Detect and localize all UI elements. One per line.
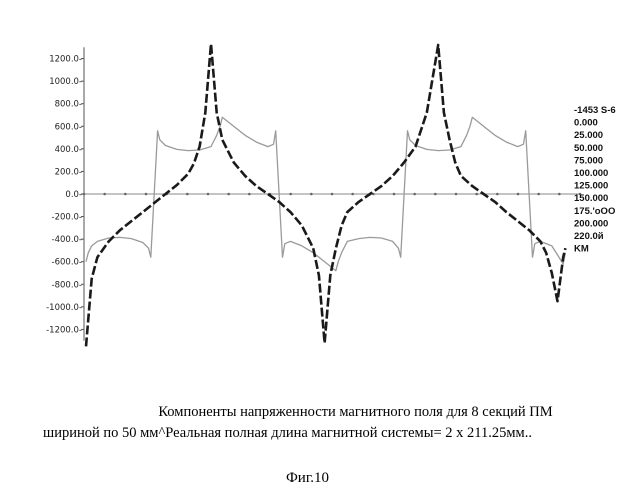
y-tick-label: -400.0- <box>52 235 82 245</box>
legend-item: 220.0й <box>574 231 604 242</box>
baseline-marker <box>145 193 148 196</box>
y-tick-label: 0.0- <box>65 190 82 200</box>
legend-item: 150.000 <box>574 193 608 204</box>
legend-item: 25.000 <box>574 130 603 141</box>
series-line-dashed <box>86 44 565 347</box>
baseline-marker <box>413 193 416 196</box>
y-tick-label: -1200.0- <box>46 325 82 335</box>
baseline-marker <box>248 193 251 196</box>
legend: -1453 S-6 0.00025.000 50.00075.000 100.000 1… <box>574 105 616 255</box>
baseline-marker <box>124 193 127 196</box>
baseline-marker <box>186 193 189 196</box>
y-tick-label: -600.0- <box>52 258 82 268</box>
legend-item: 125.000 <box>574 181 608 192</box>
baseline-marker <box>207 193 210 196</box>
baseline-marker <box>455 193 458 196</box>
y-axis: 1200.0- 1000.0- 800.0- 600.0- 400.0- 200.0- 0.… <box>46 47 84 340</box>
baseline-marker <box>434 193 437 196</box>
legend-item: 200.000 <box>574 218 608 229</box>
baseline-marker <box>496 193 499 196</box>
baseline-marker <box>351 193 354 196</box>
series-layer <box>86 44 565 347</box>
baseline-marker <box>310 193 313 196</box>
y-tick-label: 800.0- <box>55 100 82 110</box>
caption-line-2: шириной по 50 мм^Реальная полная длина м… <box>0 425 601 442</box>
baseline-marker <box>83 193 86 196</box>
figure-label: Фиг.10 <box>0 470 621 487</box>
y-tick-label: 400.0- <box>55 145 82 155</box>
y-tick-label: -800.0- <box>52 280 82 290</box>
baseline-marker <box>331 193 334 196</box>
baseline-marker <box>537 193 540 196</box>
legend-item: -1453 S-6 <box>574 105 616 116</box>
legend-item: KM <box>574 244 589 255</box>
baseline-marker <box>558 193 561 196</box>
legend-item: 175.'oOO <box>574 206 615 217</box>
y-tick-label: -200.0- <box>52 213 82 223</box>
baseline-marker <box>517 193 520 196</box>
baseline-marker <box>227 193 230 196</box>
y-tick-label: -1000.0- <box>46 303 82 313</box>
baseline-marker <box>289 193 292 196</box>
y-tick-label: 1200.0- <box>49 55 82 65</box>
baseline-marker <box>475 193 478 196</box>
baseline-marker <box>393 193 396 196</box>
y-tick-label: 200.0- <box>55 167 82 177</box>
legend-item: 75.000 <box>574 155 603 166</box>
legend-item: 100.000 <box>574 168 608 179</box>
chart: 1200.0- 1000.0- 800.0- 600.0- 400.0- 200.0- 0.… <box>0 0 627 400</box>
y-tick-label: 1000.0- <box>49 77 82 87</box>
zero-baseline <box>83 193 582 196</box>
legend-item: 50.000 <box>574 143 603 154</box>
baseline-marker <box>103 193 106 196</box>
legend-item: 0.000 <box>574 118 598 129</box>
y-tick-label: 600.0- <box>55 122 82 132</box>
caption-line-1: Компоненты напряженности магнитного поля… <box>42 404 627 421</box>
